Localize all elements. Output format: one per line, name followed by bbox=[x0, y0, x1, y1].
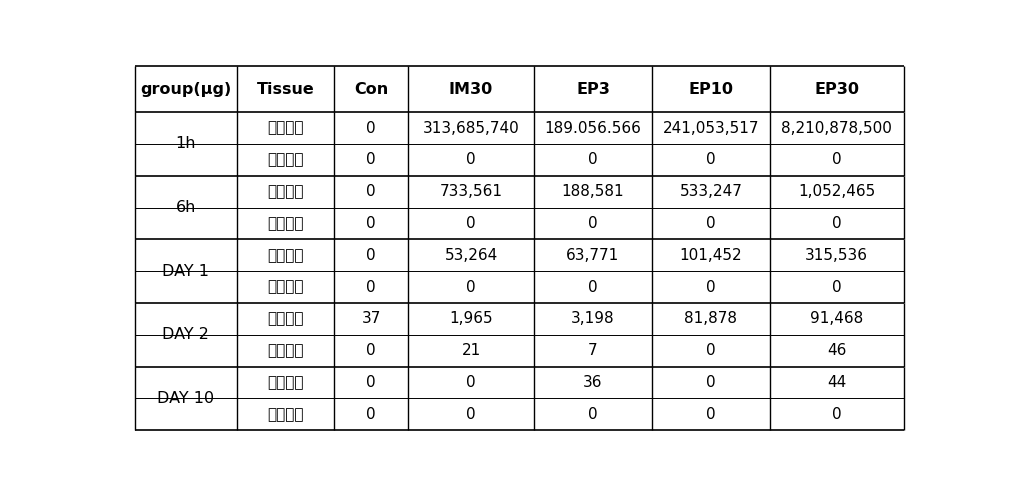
Text: 0: 0 bbox=[588, 216, 598, 231]
Text: 53,264: 53,264 bbox=[444, 248, 498, 263]
Text: 313,685,740: 313,685,740 bbox=[423, 120, 519, 136]
Text: 37: 37 bbox=[362, 311, 380, 327]
Text: 0: 0 bbox=[366, 248, 376, 263]
Text: 0: 0 bbox=[706, 407, 715, 422]
Text: 188,581: 188,581 bbox=[561, 184, 624, 199]
Text: 0: 0 bbox=[366, 407, 376, 422]
Text: 0: 0 bbox=[366, 216, 376, 231]
Text: 46: 46 bbox=[828, 343, 846, 358]
Text: 315,536: 315,536 bbox=[805, 248, 869, 263]
Text: 36: 36 bbox=[583, 375, 602, 390]
Text: 0: 0 bbox=[588, 280, 598, 295]
Text: 1h: 1h bbox=[176, 137, 196, 151]
Text: 0: 0 bbox=[706, 343, 715, 358]
Text: 0: 0 bbox=[366, 375, 376, 390]
Text: EP30: EP30 bbox=[814, 82, 859, 97]
Text: DAY 1: DAY 1 bbox=[162, 264, 210, 279]
Text: 533,247: 533,247 bbox=[680, 184, 742, 199]
Text: 0: 0 bbox=[832, 152, 842, 167]
Text: 투여근육: 투여근육 bbox=[267, 311, 303, 327]
Text: 반대근육: 반대근육 bbox=[267, 343, 303, 358]
Text: group(μg): group(μg) bbox=[140, 82, 231, 97]
Text: EP3: EP3 bbox=[576, 82, 610, 97]
Text: 0: 0 bbox=[366, 343, 376, 358]
Text: 101,452: 101,452 bbox=[680, 248, 742, 263]
Text: 733,561: 733,561 bbox=[440, 184, 503, 199]
Text: 0: 0 bbox=[467, 407, 476, 422]
Text: 0: 0 bbox=[706, 375, 715, 390]
Text: DAY 2: DAY 2 bbox=[162, 328, 210, 342]
Text: 189.056.566: 189.056.566 bbox=[545, 120, 641, 136]
Text: 0: 0 bbox=[467, 216, 476, 231]
Text: 8,210,878,500: 8,210,878,500 bbox=[781, 120, 892, 136]
Text: 0: 0 bbox=[366, 280, 376, 295]
Text: 투여근육: 투여근육 bbox=[267, 248, 303, 263]
Text: 1,052,465: 1,052,465 bbox=[798, 184, 876, 199]
Text: 투여근육: 투여근육 bbox=[267, 184, 303, 199]
Text: 투여근육: 투여근육 bbox=[267, 375, 303, 390]
Text: 6h: 6h bbox=[176, 200, 196, 215]
Text: 투여근육: 투여근육 bbox=[267, 120, 303, 136]
Text: 81,878: 81,878 bbox=[685, 311, 737, 327]
Text: Tissue: Tissue bbox=[257, 82, 315, 97]
Text: 0: 0 bbox=[706, 280, 715, 295]
Text: 반대근육: 반대근육 bbox=[267, 152, 303, 167]
Text: 63,771: 63,771 bbox=[566, 248, 620, 263]
Text: 7: 7 bbox=[588, 343, 598, 358]
Text: 0: 0 bbox=[467, 375, 476, 390]
Text: 0: 0 bbox=[588, 152, 598, 167]
Text: 반대근육: 반대근육 bbox=[267, 280, 303, 295]
Text: 21: 21 bbox=[462, 343, 481, 358]
Text: EP10: EP10 bbox=[689, 82, 733, 97]
Text: 반대근육: 반대근육 bbox=[267, 407, 303, 422]
Text: 44: 44 bbox=[828, 375, 846, 390]
Text: 3,198: 3,198 bbox=[572, 311, 615, 327]
Text: 0: 0 bbox=[366, 184, 376, 199]
Text: 91,468: 91,468 bbox=[810, 311, 864, 327]
Text: 241,053,517: 241,053,517 bbox=[663, 120, 759, 136]
Text: 0: 0 bbox=[832, 407, 842, 422]
Text: 0: 0 bbox=[706, 152, 715, 167]
Text: 0: 0 bbox=[832, 216, 842, 231]
Text: 0: 0 bbox=[467, 280, 476, 295]
Text: DAY 10: DAY 10 bbox=[157, 391, 215, 406]
Text: 0: 0 bbox=[467, 152, 476, 167]
Text: 0: 0 bbox=[366, 152, 376, 167]
Text: IM30: IM30 bbox=[449, 82, 493, 97]
Text: 0: 0 bbox=[832, 280, 842, 295]
Text: 0: 0 bbox=[588, 407, 598, 422]
Text: 반대근육: 반대근육 bbox=[267, 216, 303, 231]
Text: 0: 0 bbox=[706, 216, 715, 231]
Text: 1,965: 1,965 bbox=[449, 311, 492, 327]
Text: 0: 0 bbox=[366, 120, 376, 136]
Text: Con: Con bbox=[354, 82, 389, 97]
